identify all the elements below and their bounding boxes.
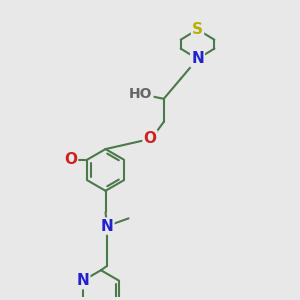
Text: HO: HO — [129, 87, 152, 101]
Text: S: S — [192, 22, 203, 37]
Text: N: N — [76, 273, 89, 288]
Text: N: N — [101, 219, 113, 234]
Text: O: O — [143, 131, 157, 146]
Text: O: O — [64, 152, 77, 167]
Text: N: N — [191, 51, 204, 66]
